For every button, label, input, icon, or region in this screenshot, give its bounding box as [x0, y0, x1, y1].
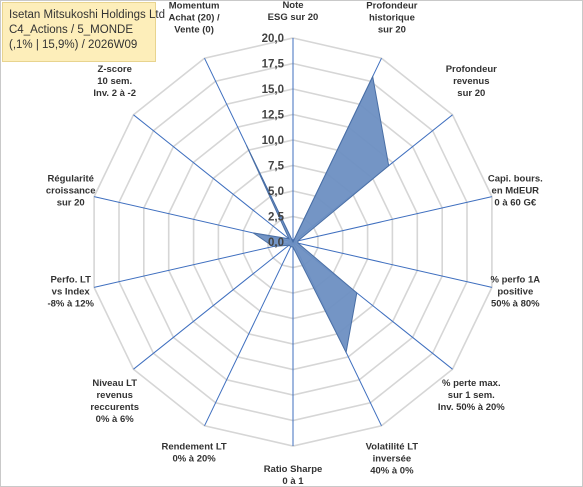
tick-label: 12,5 — [262, 110, 285, 122]
axis-label: Momentum Achat (20) / Vente (0) — [168, 1, 220, 36]
axis-label: Ratio Sharpe 0 à 1 — [264, 464, 323, 487]
title-line-2: C4_Actions / 5_MONDE — [9, 24, 133, 36]
axis-label: Profondeur revenus sur 20 — [446, 64, 497, 99]
axis-label: Profondeur historique sur 20 — [366, 1, 417, 36]
tick-label: 7,5 — [268, 161, 285, 173]
tick-label: 10,0 — [262, 135, 284, 147]
tick-label: 15,0 — [262, 84, 284, 96]
axis-label: % perte max. sur 1 sem. Inv. 50% à 20% — [438, 378, 505, 413]
axis-label: Capi. bours. en MdEUR 0 à 60 G€ — [488, 173, 543, 208]
axis-spoke — [133, 114, 294, 243]
axis-label: Niveau LT revenus reccurents 0% à 6% — [90, 378, 139, 425]
axis-spoke — [292, 196, 493, 243]
axis-spoke — [133, 241, 294, 370]
axis-label: Volatilité LT inversée 40% à 0% — [366, 441, 419, 476]
tick-label: 0,0 — [268, 237, 284, 249]
title-line-1: Isetan Mitsukoshi Holdings Ltd — [9, 9, 165, 21]
radar-series — [246, 74, 390, 354]
axis-label: % perfo 1A positive 50% à 80% — [490, 275, 540, 310]
radar-tick-labels: 0,0 2,5 5,0 7,5 10,0 12,5 15,0 17,5 20,0 — [262, 33, 285, 249]
title-line-3: (,1% | 15,9%) / 2026W09 — [9, 39, 138, 51]
tick-label: 20,0 — [262, 33, 284, 45]
tick-label: 5,0 — [268, 186, 284, 198]
chart-title-box: Isetan Mitsukoshi Holdings Ltd C4_Action… — [2, 2, 165, 62]
axis-label: Note ESG sur 20 — [268, 0, 319, 23]
tick-label: 2,5 — [268, 212, 285, 224]
axis-label: Z-score 10 sem. Inv. 2 à -2 — [93, 64, 136, 99]
axis-spoke — [93, 241, 294, 288]
axis-spoke — [204, 241, 294, 427]
radar-axis-labels: Note ESG sur 20 Profondeur historique sur 20… — [46, 0, 543, 487]
series-area — [246, 74, 390, 354]
axis-label: Régularité croissance sur 20 — [46, 173, 96, 208]
axis-label: Perfo. LT vs Index -8% à 12% — [47, 275, 94, 310]
axis-spoke — [292, 241, 493, 288]
tick-label: 17,5 — [262, 59, 285, 71]
axis-label: Rendement LT 0% à 20% — [161, 441, 226, 464]
